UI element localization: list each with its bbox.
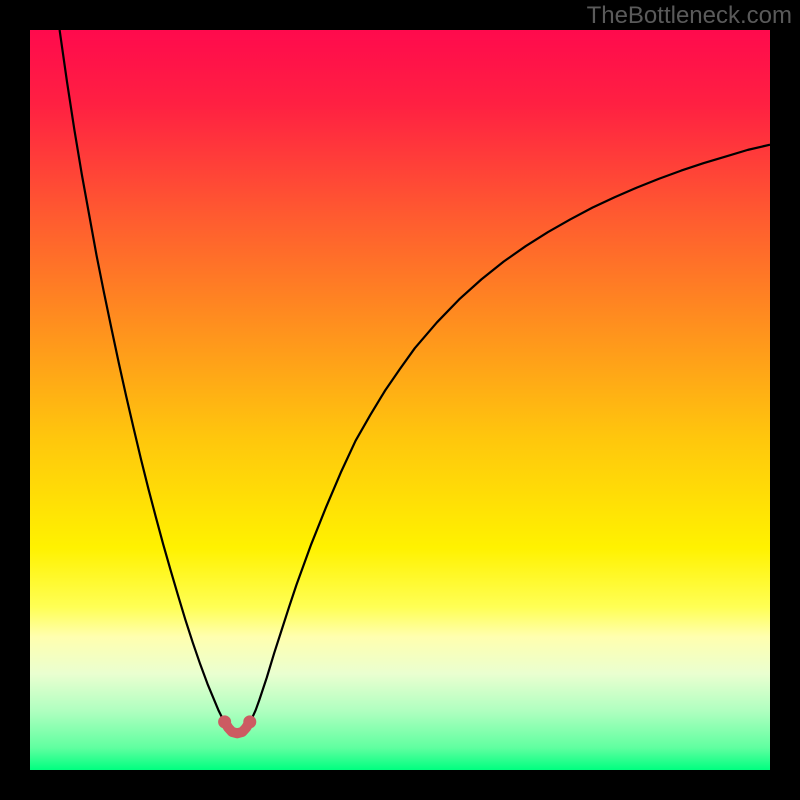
plot-background (30, 30, 770, 770)
optimal-range-end-marker (243, 715, 256, 728)
optimal-range-start-marker (218, 715, 231, 728)
chart-container: TheBottleneck.com (0, 0, 800, 800)
watermark-text: TheBottleneck.com (587, 2, 792, 30)
bottleneck-chart (0, 0, 800, 800)
